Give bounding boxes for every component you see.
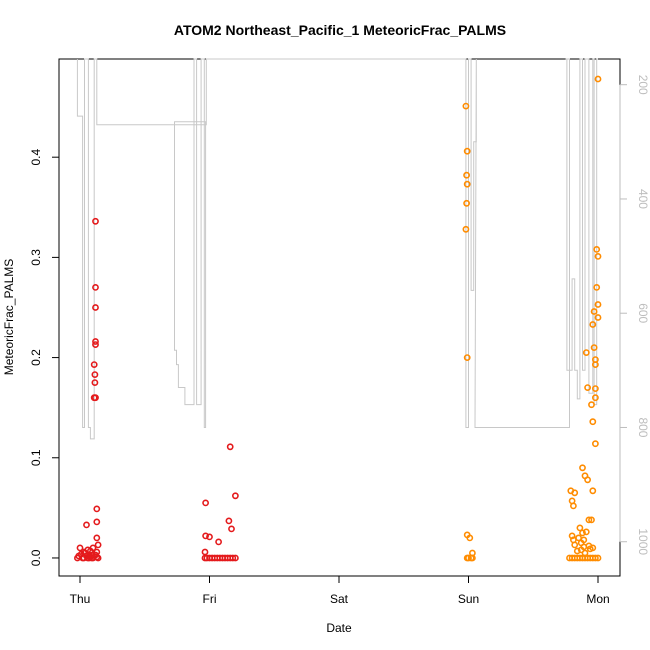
y-tick-label: 0.1 xyxy=(29,449,43,466)
data-point xyxy=(573,547,581,555)
data-point xyxy=(229,554,237,562)
data-point xyxy=(577,546,585,554)
data-point xyxy=(593,283,601,291)
data-point xyxy=(228,525,235,533)
data-point xyxy=(91,371,99,378)
data-point xyxy=(202,532,209,540)
data-point xyxy=(570,502,577,510)
data-point xyxy=(231,492,239,500)
data-point xyxy=(594,252,602,260)
altitude-line xyxy=(76,58,598,440)
y2-tick-label: 200 xyxy=(636,75,650,95)
y2-tick-label: 600 xyxy=(636,303,650,323)
data-point xyxy=(225,517,233,525)
data-point xyxy=(92,283,99,291)
data-point xyxy=(83,552,90,560)
x-axis: Thu Fri Sat Sun Mon xyxy=(70,575,610,606)
data-point xyxy=(90,361,98,368)
data-point xyxy=(93,553,101,561)
data-point xyxy=(593,245,601,253)
data-point xyxy=(462,102,470,110)
plot-box xyxy=(58,58,621,577)
data-point xyxy=(89,544,97,552)
x-tick-label: Fri xyxy=(203,592,217,606)
data-point xyxy=(93,518,101,526)
data-points xyxy=(74,75,602,562)
y2-tick-label: 1000 xyxy=(636,528,650,555)
y-tick-label: 0.2 xyxy=(29,349,43,366)
data-point xyxy=(594,75,602,83)
y-tick-label: 0.4 xyxy=(29,149,43,166)
right-altitude-axis: 200 400 600 800 1000 xyxy=(619,75,650,555)
data-point xyxy=(92,338,99,345)
data-point xyxy=(584,384,591,391)
data-point xyxy=(92,394,99,402)
y2-tick-label: 800 xyxy=(636,417,650,437)
data-point xyxy=(463,180,471,188)
data-point xyxy=(92,304,99,311)
x-axis-label: Date xyxy=(326,621,352,635)
data-point xyxy=(582,349,590,356)
data-point xyxy=(579,529,586,537)
data-point xyxy=(592,394,599,402)
data-point xyxy=(226,443,234,451)
data-point xyxy=(465,554,472,562)
x-tick-label: Sun xyxy=(458,592,479,606)
chart-title: ATOM2 Northeast_Pacific_1 MeteoricFrac_P… xyxy=(174,22,506,38)
x-tick-label: Sat xyxy=(330,592,349,606)
data-point xyxy=(463,171,470,179)
data-point xyxy=(584,476,591,484)
data-point xyxy=(231,554,239,562)
data-point xyxy=(571,541,579,549)
data-point xyxy=(585,516,593,524)
data-point xyxy=(76,544,84,552)
data-point xyxy=(594,301,602,308)
y-axis-label: MeteoricFrac_PALMS xyxy=(2,259,16,375)
data-point xyxy=(91,379,99,386)
data-point xyxy=(588,516,595,524)
data-point xyxy=(466,534,474,542)
data-point xyxy=(588,401,595,409)
data-point xyxy=(592,554,599,562)
data-point xyxy=(589,487,597,495)
data-point xyxy=(83,521,90,529)
y-tick-label: 0.3 xyxy=(29,249,43,266)
data-point xyxy=(463,354,471,361)
data-point xyxy=(590,344,598,351)
data-point xyxy=(585,542,593,550)
data-point xyxy=(590,308,598,315)
data-point xyxy=(463,147,471,155)
data-point xyxy=(215,538,222,546)
data-point xyxy=(206,533,213,541)
data-point xyxy=(594,554,602,562)
data-point xyxy=(592,356,599,363)
data-point xyxy=(579,464,586,472)
altitude-trace xyxy=(76,58,598,440)
data-point xyxy=(94,541,102,549)
data-point xyxy=(462,225,470,233)
data-point xyxy=(92,341,99,348)
data-point xyxy=(576,524,584,532)
data-point xyxy=(93,505,101,513)
data-point xyxy=(589,321,597,328)
x-tick-label: Thu xyxy=(70,592,91,606)
data-point xyxy=(594,314,602,321)
y2-tick-label: 400 xyxy=(636,189,650,209)
data-point xyxy=(202,499,209,507)
y-tick-label: 0.0 xyxy=(29,549,43,566)
data-point xyxy=(592,440,599,448)
data-point xyxy=(92,217,99,225)
data-point xyxy=(592,385,599,392)
data-point xyxy=(93,534,101,542)
data-point xyxy=(463,199,470,207)
data-point xyxy=(580,536,588,544)
data-point xyxy=(582,528,590,536)
data-point xyxy=(589,418,597,426)
y-axis: 0.0 0.1 0.2 0.3 0.4 xyxy=(29,149,60,566)
data-point xyxy=(571,489,579,497)
x-tick-label: Mon xyxy=(586,592,609,606)
data-point xyxy=(468,554,476,562)
data-point xyxy=(201,548,209,556)
